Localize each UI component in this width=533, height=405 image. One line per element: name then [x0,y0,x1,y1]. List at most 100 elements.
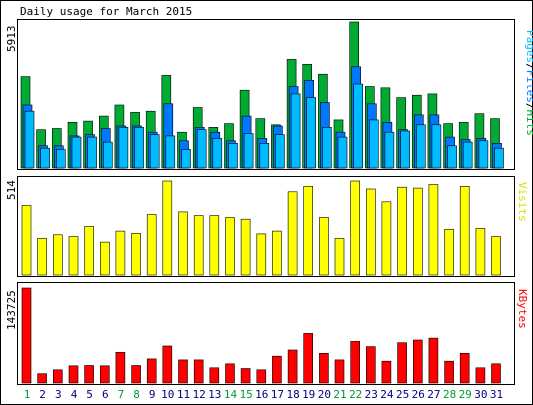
bar-visits-day-22 [350,180,361,276]
bar-pages-day-13 [212,138,223,169]
bar-pages-day-2 [40,147,50,169]
x-label-day-8: 8 [133,388,140,401]
x-label-day-20: 20 [318,388,331,401]
bar-visits-day-18 [287,191,298,276]
bar-visits-day-11 [178,211,188,276]
x-label-day-24: 24 [380,388,394,401]
bar-kbytes-day-1 [21,287,32,384]
bar-kbytes-day-24 [381,360,392,384]
bar-kbytes-day-16 [256,369,267,384]
bar-pages-day-10 [165,135,176,169]
bar-visits-day-4 [68,236,79,276]
x-label-day-6: 6 [102,388,109,401]
bar-pages-day-9 [149,134,160,169]
x-label-day-14: 14 [224,388,238,401]
bar-pages-day-27 [431,124,442,169]
x-label-day-10: 10 [161,388,174,401]
panel-kbytes: 143725 KBytes [5,282,529,385]
bar-pages-day-14 [228,143,238,169]
bar-pages-day-6 [103,141,113,169]
bar-visits-day-30 [475,228,486,276]
bar-pages-day-12 [196,129,207,169]
bar-kbytes-day-21 [334,359,345,384]
x-label-day-18: 18 [286,388,299,401]
bar-kbytes-day-28 [444,360,454,384]
bar-kbytes-day-15 [240,368,251,384]
legend-hits: Hits [524,110,533,137]
x-label-day-30: 30 [474,388,487,401]
bar-kbytes-day-8 [131,365,141,384]
bar-visits-day-25 [397,186,407,276]
legend-pages: Pages [524,30,533,63]
panel-hits-legend: Pages/Files/Hits [524,30,533,136]
bar-visits-day-9 [146,214,157,276]
bar-kbytes-day-29 [459,352,470,384]
bar-kbytes-day-13 [209,367,220,384]
bar-kbytes-day-31 [491,363,501,384]
x-label-day-27: 27 [427,388,440,401]
bar-kbytes-day-12 [193,359,204,384]
bar-kbytes-day-18 [287,349,298,384]
bar-pages-day-19 [306,97,317,169]
bar-pages-day-18 [290,93,301,169]
panel-hits-ymax-label: 5913 [5,26,18,53]
x-label-day-11: 11 [177,388,190,401]
bar-kbytes-day-26 [412,339,423,384]
bar-pages-day-25 [400,130,410,169]
panel-hits-bars [20,21,504,169]
x-label-day-17: 17 [271,388,284,401]
bar-visits-day-20 [319,217,329,276]
x-axis-labels: 1 2 3 4 5 6 7 8 9 10 11 12 13 14 15 16 17 18 19 20 21 22 23 24 2… [24,388,503,401]
panel-visits: 514 Visits [5,176,529,277]
legend-files: Files [524,70,533,103]
bar-visits-day-8 [131,233,141,276]
x-label-day-22: 22 [349,388,362,401]
x-label-day-1: 1 [24,388,31,401]
x-label-day-31: 31 [490,388,503,401]
x-label-day-16: 16 [255,388,268,401]
bar-visits-day-27 [428,184,439,276]
bar-kbytes-day-27 [428,337,439,384]
bar-visits-day-13 [209,215,220,276]
bar-visits-day-16 [256,233,267,276]
x-label-day-21: 21 [333,388,346,401]
bar-visits-day-31 [491,236,501,276]
x-label-day-23: 23 [365,388,378,401]
bar-pages-day-11 [181,149,191,169]
x-label-day-3: 3 [55,388,62,401]
bar-visits-day-14 [225,217,235,276]
x-label-day-12: 12 [193,388,206,401]
bar-kbytes-day-23 [365,346,376,384]
bar-kbytes-day-19 [303,333,314,384]
bar-pages-day-29 [462,141,473,169]
bar-pages-day-1 [24,110,35,169]
panel-hits: 5913 Pages/Files/Hits [5,19,533,170]
x-label-day-13: 13 [208,388,221,401]
bar-pages-day-3 [55,149,66,169]
bar-visits-day-29 [459,186,470,276]
bar-kbytes-day-5 [84,365,94,384]
bar-pages-day-23 [368,119,379,169]
bar-visits-day-24 [381,201,392,276]
bar-visits-day-3 [52,234,63,276]
legend-visits: Visits [516,182,529,222]
bar-pages-day-21 [337,136,348,169]
bar-pages-day-30 [478,140,489,169]
panel-kbytes-ymax-label: 143725 [5,290,18,330]
bar-visits-day-23 [365,188,376,276]
x-label-day-25: 25 [396,388,409,401]
bar-kbytes-day-30 [475,367,486,384]
x-label-day-15: 15 [239,388,252,401]
bar-kbytes-day-14 [225,363,235,384]
bar-pages-day-16 [259,143,270,169]
svg-text:Pages/Files/Hits: Pages/Files/Hits [524,30,533,136]
bar-visits-day-7 [115,230,126,276]
bar-kbytes-day-25 [397,342,407,384]
bar-pages-day-4 [71,136,82,169]
x-label-day-9: 9 [149,388,156,401]
legend-kbytes: KBytes [516,289,529,329]
bar-pages-day-20 [322,127,332,169]
legend-sep-1: / [524,63,533,70]
x-label-day-2: 2 [39,388,46,401]
